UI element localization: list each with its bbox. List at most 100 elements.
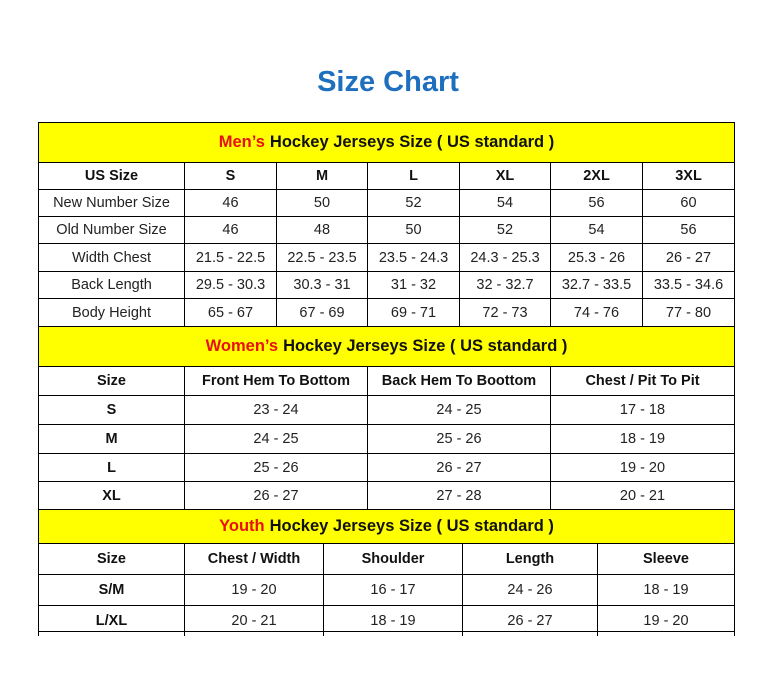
table-cell: 18 - 19 bbox=[597, 575, 734, 605]
column-header: Shoulder bbox=[323, 544, 462, 574]
table-row: M 24 - 25 25 - 26 18 - 19 bbox=[39, 424, 734, 453]
table-row: Back Length 29.5 - 30.3 30.3 - 31 31 - 32 32… bbox=[39, 271, 734, 298]
table-row: Body Height 65 - 67 67 - 69 69 - 71 72 - 73 7… bbox=[39, 298, 734, 326]
table-cell: 18 - 19 bbox=[550, 425, 734, 453]
table-cell: S bbox=[106, 402, 117, 418]
table-cell: 19 - 20 bbox=[184, 575, 323, 605]
table-cell: 25.3 - 26 bbox=[550, 244, 642, 271]
table-cell: 25 - 26 bbox=[367, 425, 550, 453]
table-row: L 25 - 26 26 - 27 19 - 20 bbox=[39, 453, 734, 481]
table-row: L/XL 20 - 21 18 - 19 26 - 27 19 - 20 bbox=[39, 605, 734, 636]
table-cell: 77 - 80 bbox=[642, 299, 734, 326]
column-header: 3XL bbox=[642, 163, 734, 189]
table-cell: 65 - 67 bbox=[184, 299, 276, 326]
table-cell: M bbox=[105, 431, 118, 447]
table-cell: 24 - 26 bbox=[462, 575, 597, 605]
table-bottom-border bbox=[38, 631, 735, 632]
table-cell: 22.5 - 23.5 bbox=[276, 244, 367, 271]
section-highlight: Men’s bbox=[218, 133, 265, 151]
table-row: Old Number Size 46 48 50 52 54 56 bbox=[39, 216, 734, 243]
table-cell: Back Length bbox=[71, 277, 152, 293]
table-cell: 20 - 21 bbox=[550, 482, 734, 510]
table-cell: 19 - 20 bbox=[597, 606, 734, 636]
column-header: Chest / Width bbox=[184, 544, 323, 574]
mens-section-header: Men’s Hockey Jerseys Size ( US standard ) bbox=[39, 122, 734, 162]
column-header: Size bbox=[96, 551, 126, 567]
column-header: XL bbox=[459, 163, 550, 189]
column-header: Back Hem To Boottom bbox=[367, 367, 550, 395]
table-cell: 50 bbox=[367, 217, 459, 243]
table-cell: 24 - 25 bbox=[184, 425, 367, 453]
table-cell: 32 - 32.7 bbox=[459, 272, 550, 298]
table-cell: 60 bbox=[642, 190, 734, 216]
header-row: US Size S M L XL 2XL 3XL bbox=[39, 162, 734, 189]
table-cell: 27 - 28 bbox=[367, 482, 550, 510]
table-cell: Width Chest bbox=[72, 249, 151, 266]
table-cell: 20 - 21 bbox=[184, 606, 323, 636]
table-cell: 31 - 32 bbox=[367, 272, 459, 298]
table-cell: 26 - 27 bbox=[184, 482, 367, 510]
table-row: New Number Size 46 50 52 54 56 60 bbox=[39, 189, 734, 216]
table-cell: 26 - 27 bbox=[462, 606, 597, 636]
column-header: Sleeve bbox=[597, 544, 734, 574]
table-cell: 52 bbox=[459, 217, 550, 243]
header-row: Size Front Hem To Bottom Back Hem To Boott… bbox=[39, 366, 734, 395]
column-header: Length bbox=[462, 544, 597, 574]
table-cell: 32.7 - 33.5 bbox=[550, 272, 642, 298]
table-cell: 25 - 26 bbox=[184, 454, 367, 481]
table-cell: 24.3 - 25.3 bbox=[459, 244, 550, 271]
table-cell: Body Height bbox=[72, 304, 151, 321]
womens-section-header: Women’s Hockey Jerseys Size ( US standard… bbox=[39, 326, 734, 366]
section-title: Hockey Jerseys Size ( US standard ) bbox=[283, 337, 568, 355]
column-header: S bbox=[184, 163, 276, 189]
table-cell: 52 bbox=[367, 190, 459, 216]
table-cell: 54 bbox=[459, 190, 550, 216]
column-header: Size bbox=[96, 373, 126, 389]
table-cell: 21.5 - 22.5 bbox=[184, 244, 276, 271]
column-header: 2XL bbox=[550, 163, 642, 189]
header-row: Size Chest / Width Shoulder Length Sleeve bbox=[39, 543, 734, 574]
table-cell: 67 - 69 bbox=[276, 299, 367, 326]
table-row: S/M 19 - 20 16 - 17 24 - 26 18 - 19 bbox=[39, 574, 734, 605]
table-cell: New Number Size bbox=[53, 195, 170, 211]
section-title: Hockey Jerseys Size ( US standard ) bbox=[269, 133, 555, 151]
table-cell: 56 bbox=[550, 190, 642, 216]
womens-size-table: Women’s Hockey Jerseys Size ( US standard… bbox=[38, 326, 735, 510]
table-cell: 24 - 25 bbox=[367, 396, 550, 424]
table-row: Width Chest 21.5 - 22.5 22.5 - 23.5 23.5 - … bbox=[39, 243, 734, 271]
table-cell: 54 bbox=[550, 217, 642, 243]
table-cell: 26 - 27 bbox=[642, 244, 734, 271]
column-header: US Size bbox=[84, 168, 139, 184]
table-cell: 19 - 20 bbox=[550, 454, 734, 481]
youth-section-header: Youth Hockey Jerseys Size ( US standard ) bbox=[39, 509, 734, 543]
column-header: Front Hem To Bottom bbox=[184, 367, 367, 395]
table-cell: 16 - 17 bbox=[323, 575, 462, 605]
table-cell: L/XL bbox=[95, 613, 128, 629]
table-cell: 26 - 27 bbox=[367, 454, 550, 481]
mens-size-table: Men’s Hockey Jerseys Size ( US standard )… bbox=[38, 122, 735, 326]
column-header: L bbox=[367, 163, 459, 189]
table-cell: 30.3 - 31 bbox=[276, 272, 367, 298]
table-cell: 72 - 73 bbox=[459, 299, 550, 326]
column-header: Chest / Pit To Pit bbox=[550, 367, 734, 395]
table-cell: 18 - 19 bbox=[323, 606, 462, 636]
table-cell: XL bbox=[102, 488, 121, 504]
table-cell: 74 - 76 bbox=[550, 299, 642, 326]
table-cell: Old Number Size bbox=[56, 222, 167, 238]
table-cell: 46 bbox=[184, 190, 276, 216]
section-title: Hockey Jerseys Size ( US standard ) bbox=[269, 517, 554, 535]
table-cell: 46 bbox=[184, 217, 276, 243]
table-cell: 48 bbox=[276, 217, 367, 243]
table-cell: 23 - 24 bbox=[184, 396, 367, 424]
table-cell: 50 bbox=[276, 190, 367, 216]
table-cell: 69 - 71 bbox=[367, 299, 459, 326]
table-cell: 56 bbox=[642, 217, 734, 243]
column-header: M bbox=[276, 163, 367, 189]
table-cell: 29.5 - 30.3 bbox=[184, 272, 276, 298]
page-title: Size Chart bbox=[317, 66, 459, 98]
table-cell: L bbox=[107, 459, 116, 476]
table-row: S 23 - 24 24 - 25 17 - 18 bbox=[39, 395, 734, 424]
table-cell: 23.5 - 24.3 bbox=[367, 244, 459, 271]
table-cell: 33.5 - 34.6 bbox=[642, 272, 734, 298]
column-header-text: Back Hem To Boottom bbox=[381, 373, 537, 389]
